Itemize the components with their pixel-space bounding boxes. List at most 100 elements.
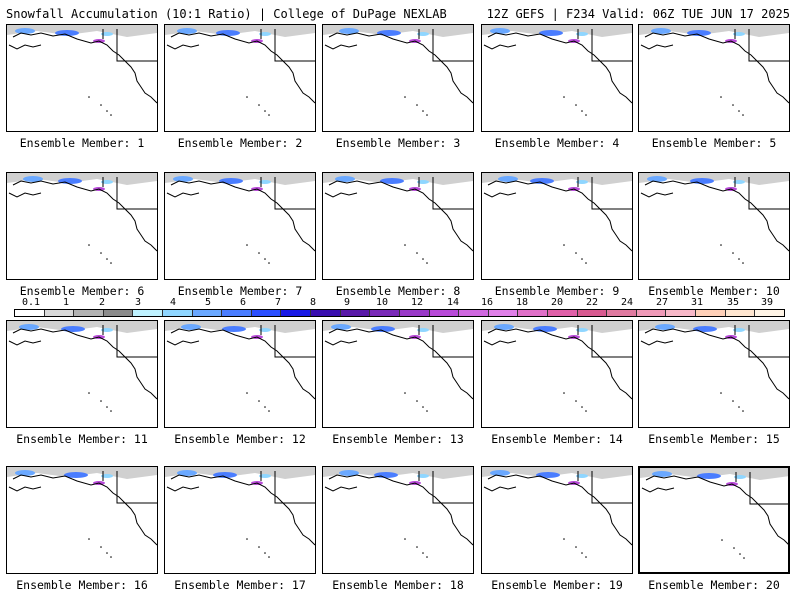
map-canvas xyxy=(482,173,632,264)
coastline xyxy=(644,328,789,400)
ensemble-map-panel xyxy=(164,172,316,280)
colorbar-swatch xyxy=(459,310,489,316)
island xyxy=(585,262,587,264)
map-canvas xyxy=(323,25,473,116)
snow-accumulation-area xyxy=(494,324,514,330)
island xyxy=(422,258,424,260)
colorbar-swatch xyxy=(577,310,608,316)
ensemble-member-label: Ensemble Member: 6 xyxy=(19,284,145,298)
snow-accumulation-area xyxy=(576,328,588,332)
map-canvas xyxy=(7,467,157,558)
colorbar-tick-label: 10 xyxy=(375,297,389,308)
ensemble-map-panel xyxy=(481,24,633,132)
island xyxy=(264,110,266,112)
coastline xyxy=(324,486,358,492)
colorbar-swatch xyxy=(222,310,252,316)
snow-accumulation-area xyxy=(177,470,197,476)
colorbar-swatch xyxy=(74,310,104,316)
snow-accumulation-area xyxy=(58,178,82,184)
coastline xyxy=(432,471,473,504)
colorbar-swatch xyxy=(518,310,548,316)
coastline xyxy=(324,340,358,346)
coastline xyxy=(170,180,315,252)
ensemble-map-panel xyxy=(164,320,316,428)
snow-accumulation-area xyxy=(734,475,746,479)
coastline xyxy=(483,340,517,346)
snow-shading-light xyxy=(323,321,473,333)
ensemble-map-panel xyxy=(322,466,474,574)
colorbar-swatch xyxy=(133,310,164,316)
island xyxy=(738,110,740,112)
island xyxy=(733,547,735,549)
ensemble-member-label: Ensemble Member: 19 xyxy=(491,578,623,592)
island xyxy=(106,258,108,260)
colorbar-tick-label: 24 xyxy=(620,297,634,308)
snow-accumulation-area xyxy=(533,326,557,332)
coastline xyxy=(640,192,674,198)
colorbar-swatch xyxy=(488,310,519,316)
snow-shading-light xyxy=(482,173,632,185)
map-canvas xyxy=(165,467,315,558)
snow-accumulation-area xyxy=(259,180,271,184)
island xyxy=(88,96,90,98)
snow-accumulation-area xyxy=(339,28,359,34)
colorbar-swatch xyxy=(340,310,371,316)
map-canvas xyxy=(640,468,788,559)
island xyxy=(268,262,270,264)
island xyxy=(738,258,740,260)
colorbar-tick-label: 1 xyxy=(62,297,70,308)
snow-accumulation-area xyxy=(697,473,721,479)
ensemble-map-panel xyxy=(164,24,316,132)
island xyxy=(563,244,565,246)
coastline xyxy=(12,474,157,546)
snow-shading-light xyxy=(7,25,157,37)
island xyxy=(246,392,248,394)
ensemble-member-label: Ensemble Member: 4 xyxy=(494,136,620,150)
island xyxy=(88,392,90,394)
island xyxy=(720,392,722,394)
snow-accumulation-area xyxy=(259,474,271,478)
island xyxy=(742,114,744,116)
ensemble-map-panel xyxy=(6,320,158,428)
coastline xyxy=(324,192,358,198)
snow-accumulation-area xyxy=(23,176,43,182)
snow-accumulation-area xyxy=(417,474,429,478)
island xyxy=(720,244,722,246)
coastline xyxy=(116,325,157,358)
island xyxy=(110,114,112,116)
colorbar-tick-label: 9 xyxy=(343,297,351,308)
model-run-info: 12Z GEFS | F234 Valid: 06Z TUE JUN 17 20… xyxy=(486,7,790,21)
map-canvas xyxy=(639,173,789,264)
island xyxy=(258,104,260,106)
island xyxy=(268,556,270,558)
colorbar-swatch xyxy=(103,310,134,316)
ensemble-member-label: Ensemble Member: 14 xyxy=(491,432,623,446)
snow-accumulation-area xyxy=(61,326,85,332)
island xyxy=(585,114,587,116)
snow-accumulation-area xyxy=(216,30,240,36)
snow-shading-light xyxy=(165,467,315,479)
island xyxy=(585,556,587,558)
ensemble-member-label: Ensemble Member: 2 xyxy=(177,136,303,150)
snow-accumulation-area xyxy=(693,326,717,332)
ensemble-member-label: Ensemble Member: 15 xyxy=(648,432,780,446)
coastline xyxy=(591,29,632,62)
coastline xyxy=(748,325,789,358)
ensemble-map-panel xyxy=(322,24,474,132)
snow-shading-light xyxy=(7,321,157,333)
colorbar-tick-label: 4 xyxy=(169,297,177,308)
colorbar-swatch xyxy=(636,310,667,316)
snow-accumulation-area xyxy=(64,472,88,478)
map-canvas xyxy=(165,173,315,264)
island xyxy=(732,104,734,106)
snow-accumulation-area xyxy=(380,178,404,184)
snow-accumulation-area xyxy=(19,324,39,330)
ensemble-member-label: Ensemble Member: 1 xyxy=(19,136,145,150)
coastline xyxy=(432,29,473,62)
island xyxy=(416,252,418,254)
coastline xyxy=(12,180,157,252)
colorbar-tick-label: 14 xyxy=(446,297,460,308)
map-canvas xyxy=(7,25,157,116)
coastline xyxy=(748,177,789,210)
ensemble-map-panel xyxy=(638,24,790,132)
